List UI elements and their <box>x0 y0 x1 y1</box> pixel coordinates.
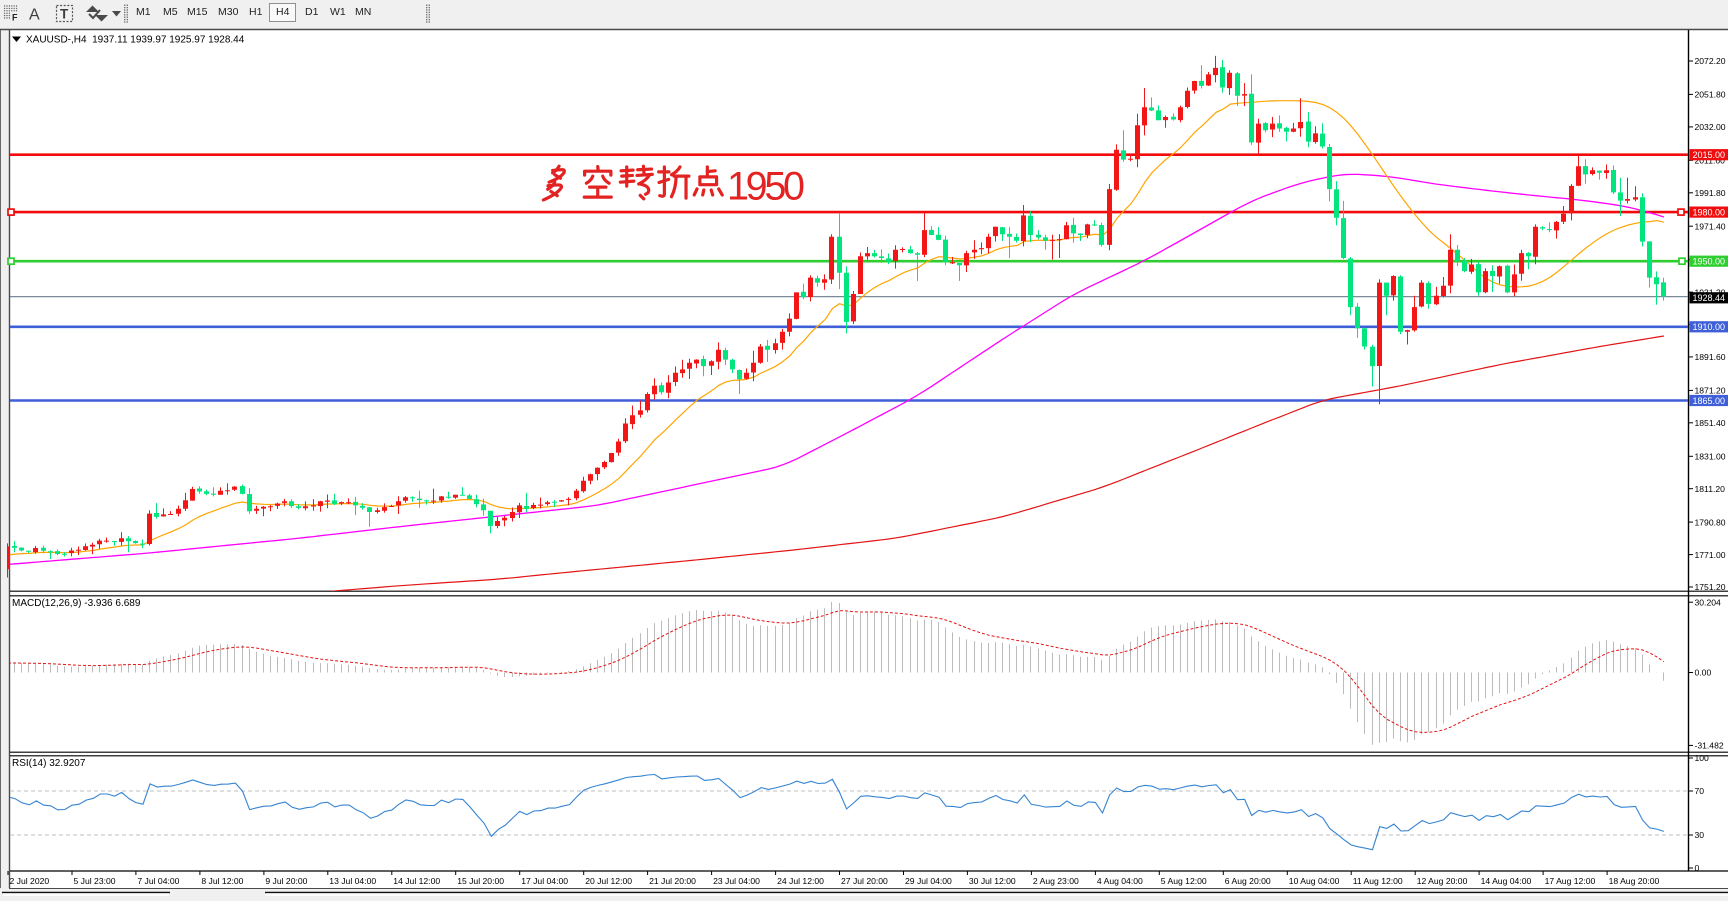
svg-text:14 Jul 12:00: 14 Jul 12:00 <box>393 876 440 886</box>
svg-text:30 Jul 12:00: 30 Jul 12:00 <box>969 876 1016 886</box>
svg-text:27 Jul 20:00: 27 Jul 20:00 <box>841 876 888 886</box>
svg-text:1950.00: 1950.00 <box>1693 257 1726 267</box>
svg-text:1891.60: 1891.60 <box>1695 352 1726 362</box>
svg-text:1910.00: 1910.00 <box>1693 322 1726 332</box>
svg-text:4 Aug 04:00: 4 Aug 04:00 <box>1097 876 1143 886</box>
svg-text:70: 70 <box>1695 786 1705 796</box>
svg-text:XAUUSD-,H4 1937.11 1939.97 19: XAUUSD-,H4 1937.11 1939.97 1925.97 1928.… <box>26 35 245 46</box>
svg-text:1865.00: 1865.00 <box>1693 396 1726 406</box>
svg-text:1751.20: 1751.20 <box>1695 582 1726 592</box>
svg-text:1971.40: 1971.40 <box>1695 221 1726 231</box>
svg-text:2015.00: 2015.00 <box>1693 150 1726 160</box>
svg-text:2 Jul 2020: 2 Jul 2020 <box>10 876 50 886</box>
svg-text:11 Aug 12:00: 11 Aug 12:00 <box>1353 876 1403 886</box>
svg-text:7 Jul 04:00: 7 Jul 04:00 <box>137 876 179 886</box>
svg-text:1811.20: 1811.20 <box>1695 484 1726 494</box>
svg-text:14 Aug 04:00: 14 Aug 04:00 <box>1481 876 1532 886</box>
svg-text:24 Jul 12:00: 24 Jul 12:00 <box>777 876 824 886</box>
svg-text:21 Jul 20:00: 21 Jul 20:00 <box>649 876 696 886</box>
svg-text:0: 0 <box>1695 863 1700 873</box>
svg-text:18 Aug 20:00: 18 Aug 20:00 <box>1609 876 1660 886</box>
svg-text:1851.40: 1851.40 <box>1695 418 1726 428</box>
svg-text:0.00: 0.00 <box>1695 668 1712 678</box>
svg-text:T: T <box>60 7 69 22</box>
svg-text:5 Aug 12:00: 5 Aug 12:00 <box>1161 876 1207 886</box>
svg-text:29 Jul 04:00: 29 Jul 04:00 <box>905 876 952 886</box>
svg-text:23 Jul 04:00: 23 Jul 04:00 <box>713 876 760 886</box>
svg-text:5 Jul 23:00: 5 Jul 23:00 <box>74 876 116 886</box>
svg-text:2072.20: 2072.20 <box>1695 56 1726 66</box>
svg-text:100: 100 <box>1695 753 1710 763</box>
svg-text:MACD(12,26,9) -3.936 6.689: MACD(12,26,9) -3.936 6.689 <box>12 598 141 609</box>
svg-text:17 Jul 04:00: 17 Jul 04:00 <box>521 876 568 886</box>
svg-text:20 Jul 12:00: 20 Jul 12:00 <box>585 876 632 886</box>
svg-text:13 Jul 04:00: 13 Jul 04:00 <box>329 876 376 886</box>
svg-text:F: F <box>12 13 18 23</box>
svg-text:10 Aug 04:00: 10 Aug 04:00 <box>1289 876 1340 886</box>
svg-text:1980.00: 1980.00 <box>1693 208 1726 218</box>
svg-text:8 Jul 12:00: 8 Jul 12:00 <box>201 876 243 886</box>
svg-text:-31.482: -31.482 <box>1695 741 1724 751</box>
svg-text:15 Jul 20:00: 15 Jul 20:00 <box>457 876 504 886</box>
svg-text:1871.20: 1871.20 <box>1695 386 1726 396</box>
svg-text:1790.80: 1790.80 <box>1695 517 1726 527</box>
svg-text:2 Aug 23:00: 2 Aug 23:00 <box>1033 876 1079 886</box>
svg-text:30.204: 30.204 <box>1695 597 1722 607</box>
svg-text:2032.00: 2032.00 <box>1695 122 1726 132</box>
svg-text:1928.44: 1928.44 <box>1693 293 1726 303</box>
svg-text:1831.00: 1831.00 <box>1695 452 1726 462</box>
svg-text:A: A <box>29 7 40 24</box>
svg-text:RSI(14) 32.9207: RSI(14) 32.9207 <box>12 758 86 769</box>
svg-text:1991.80: 1991.80 <box>1695 188 1726 198</box>
svg-text:2051.80: 2051.80 <box>1695 90 1726 100</box>
svg-text:6 Aug 20:00: 6 Aug 20:00 <box>1225 876 1271 886</box>
svg-text:1771.00: 1771.00 <box>1695 550 1726 560</box>
svg-text:9 Jul 20:00: 9 Jul 20:00 <box>265 876 307 886</box>
svg-text:12 Aug 20:00: 12 Aug 20:00 <box>1417 876 1468 886</box>
svg-text:30: 30 <box>1695 830 1705 840</box>
svg-text:1950: 1950 <box>727 165 805 209</box>
svg-text:17 Aug 12:00: 17 Aug 12:00 <box>1545 876 1596 886</box>
